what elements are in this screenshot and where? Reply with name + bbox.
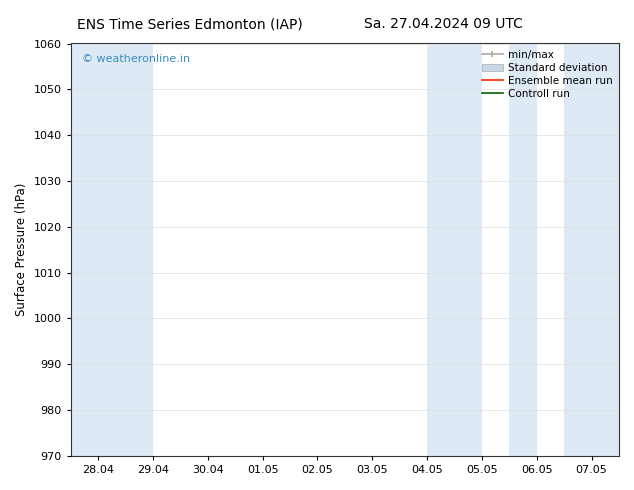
Bar: [509, 44, 537, 456]
Y-axis label: Surface Pressure (hPa): Surface Pressure (hPa): [15, 183, 28, 317]
Text: © weatheronline.in: © weatheronline.in: [82, 54, 190, 64]
Bar: [564, 44, 619, 456]
Text: ENS Time Series Edmonton (IAP): ENS Time Series Edmonton (IAP): [77, 17, 303, 31]
Bar: [71, 44, 153, 456]
Bar: [427, 44, 482, 456]
Legend: min/max, Standard deviation, Ensemble mean run, Controll run: min/max, Standard deviation, Ensemble me…: [478, 46, 617, 103]
Text: Sa. 27.04.2024 09 UTC: Sa. 27.04.2024 09 UTC: [365, 17, 523, 31]
